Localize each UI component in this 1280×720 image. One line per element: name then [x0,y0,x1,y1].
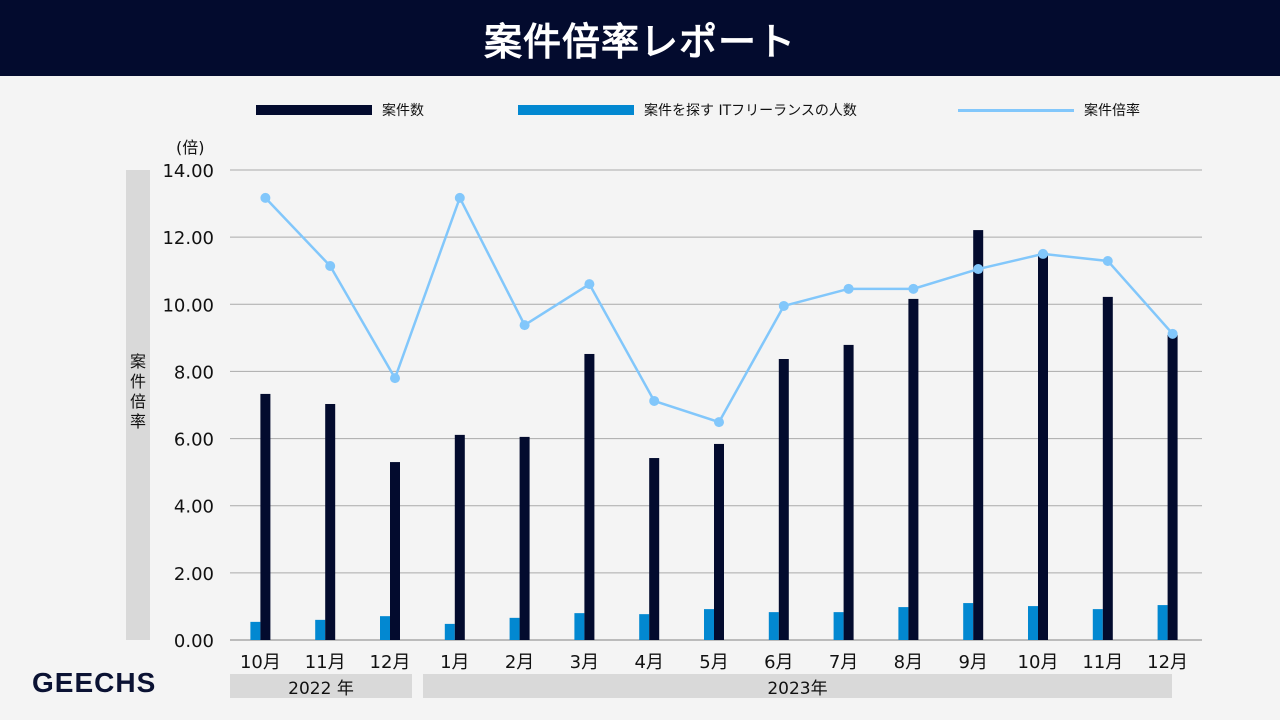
bar-cases [325,403,336,640]
legend-label: 案件数 [382,103,424,119]
legend-swatch [958,108,1074,112]
ratio-point [454,192,465,203]
y-unit: (倍) [176,138,205,157]
bar-cases [1102,296,1113,640]
bar-cases [454,434,465,640]
ratio-point [973,264,984,275]
bar-freelancers [898,607,909,640]
y-label-box [126,170,150,640]
ratio-line [264,194,1174,424]
bar-freelancers [833,612,844,640]
year-label-2023: 2023年 [423,674,1172,699]
bar-cases [1167,334,1178,640]
bar-cases [584,353,595,640]
y-axis-label: 案件倍率 [129,352,146,431]
ratio-point [649,395,660,406]
ratio-point [1038,248,1048,259]
ratio-point [714,417,724,428]
bar-cases [778,359,789,640]
ratio-point [843,283,854,294]
x-tick-label: 7月 [829,652,858,673]
bar-freelancers [963,603,974,640]
x-tick-label: 3月 [570,652,599,673]
y-tick-label: 4.00 [174,497,214,518]
bar-cases [1038,252,1048,640]
bar-cases [649,458,660,640]
x-tick-label: 10月 [240,652,281,673]
x-tick-label: 12月 [1147,652,1188,673]
x-tick-label: 8月 [894,652,923,673]
bar-freelancers [509,617,520,640]
bar-freelancers [704,609,714,640]
bar-cases [260,393,271,640]
bar-cases [519,436,530,640]
bar-freelancers [1157,605,1168,640]
bar-cases [714,443,724,640]
ratio-point [1167,328,1178,339]
legend-item-freelancers: 案件を探す ITフリーランスの人数 [518,100,857,120]
x-tick-label: 2月 [505,652,534,673]
ratio-point [390,373,400,384]
y-tick-label: 2.00 [174,564,214,585]
ratio-point [584,279,595,290]
bar-cases [908,298,919,640]
x-tick-label: 5月 [699,652,728,673]
bar-freelancers [444,623,455,640]
y-tick-label: 0.00 [174,631,214,652]
bar-freelancers [250,621,261,640]
bar-cases [843,344,854,640]
ratio-point [778,300,789,311]
page-title: 案件倍率レポート [0,0,1280,76]
x-tick-label: 11月 [1082,652,1123,673]
legend-item-ratio: 案件倍率 [958,100,1140,120]
bar-freelancers [574,613,585,640]
legend-item-cases: 案件数 [256,100,424,120]
bar-freelancers [380,616,390,640]
geechs-logo: GEECHS [32,667,157,698]
x-tick-label: 1月 [440,652,469,673]
x-tick-label: 11月 [305,652,346,673]
y-tick-label: 10.00 [162,295,214,316]
ratio-point [1102,255,1113,266]
bar-cases [390,462,400,640]
bar-freelancers [768,612,779,640]
y-tick-label: 14.00 [162,161,214,182]
bar-cases [973,230,984,641]
ratio-point [325,261,336,272]
x-tick-label: 9月 [958,652,987,673]
x-tick-label: 4月 [634,652,663,673]
legend-swatch [518,105,634,115]
y-tick-label: 12.00 [162,228,214,249]
x-tick-label: 10月 [1018,652,1059,673]
legend-label: 案件倍率 [1084,103,1140,119]
bar-freelancers [1028,606,1038,640]
ratio-point [908,283,919,294]
y-tick-label: 8.00 [174,362,214,383]
bar-freelancers [1092,609,1103,640]
x-tick-label: 12月 [370,652,411,673]
x-tick-label: 6月 [764,652,793,673]
ratio-point [519,320,530,331]
bar-freelancers [315,619,326,640]
bar-freelancers [639,614,650,640]
y-tick-label: 6.00 [174,430,214,451]
legend-swatch [256,105,372,115]
legend: 案件数 案件を探す ITフリーランスの人数 案件倍率 [0,100,1280,120]
year-label-2022: 2022 年 [230,674,412,699]
legend-label: 案件を探す ITフリーランスの人数 [644,103,857,119]
ratio-point [260,192,271,203]
